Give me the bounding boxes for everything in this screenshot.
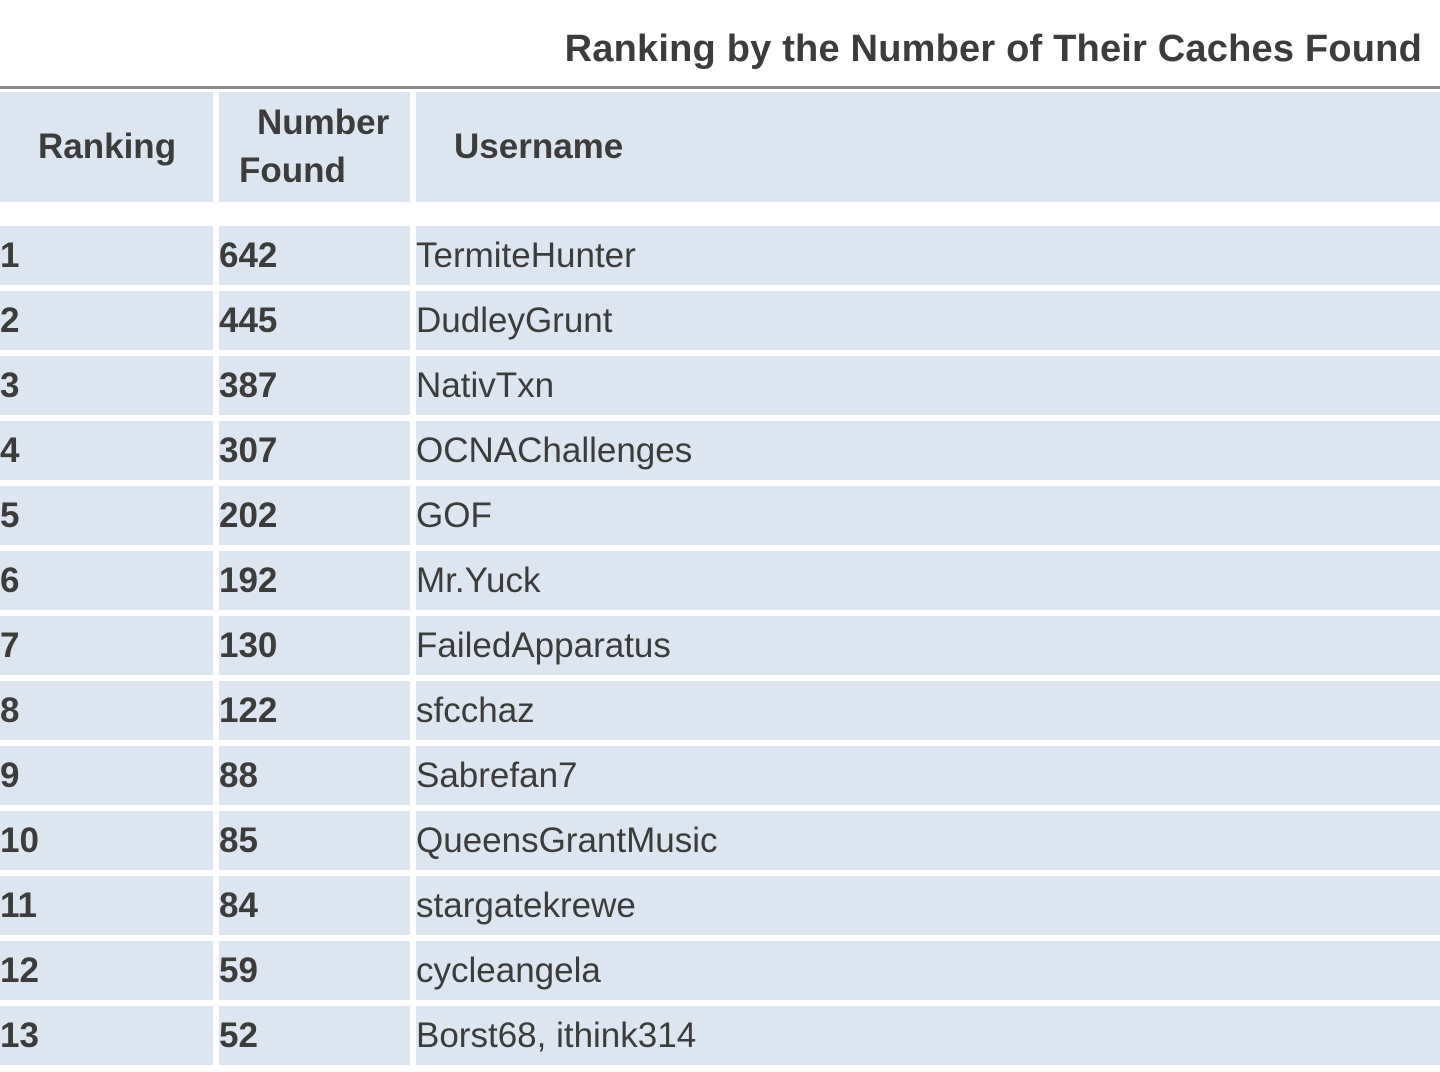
number-found-cell: 84 xyxy=(213,876,410,941)
number-found-cell: 122 xyxy=(213,681,410,746)
table-row: 13 52 Borst68, ithink314 xyxy=(0,1006,1440,1065)
username-cell: DudleyGrunt xyxy=(410,291,1440,356)
table-body: 1 642 TermiteHunter 2 445 DudleyGrunt 3 387 Nati… xyxy=(0,202,1440,1065)
table-row: 12 59 cycleangela xyxy=(0,941,1440,1006)
table-row: 11 84 stargatekrewe xyxy=(0,876,1440,941)
username-cell: TermiteHunter xyxy=(410,226,1440,291)
ranking-cell: 12 xyxy=(0,941,213,1006)
column-header-username: Username xyxy=(410,92,1440,202)
number-found-cell: 130 xyxy=(213,616,410,681)
ranking-cell: 6 xyxy=(0,551,213,616)
table-row: 8 122 sfcchaz xyxy=(0,681,1440,746)
table-row: 9 88 Sabrefan7 xyxy=(0,746,1440,811)
ranking-cell: 8 xyxy=(0,681,213,746)
username-cell: Borst68, ithink314 xyxy=(410,1006,1440,1065)
table-row: 10 85 QueensGrantMusic xyxy=(0,811,1440,876)
ranking-cell: 11 xyxy=(0,876,213,941)
page-title: Ranking by the Number of Their Caches Fo… xyxy=(564,28,1422,70)
number-found-cell: 642 xyxy=(213,226,410,291)
number-found-cell: 445 xyxy=(213,291,410,356)
username-cell: stargatekrewe xyxy=(410,876,1440,941)
table-row: 3 387 NativTxn xyxy=(0,356,1440,421)
table-row: 4 307 OCNAChallenges xyxy=(0,421,1440,486)
username-cell: Sabrefan7 xyxy=(410,746,1440,811)
username-cell: cycleangela xyxy=(410,941,1440,1006)
username-cell: OCNAChallenges xyxy=(410,421,1440,486)
number-found-cell: 192 xyxy=(213,551,410,616)
table-row: 6 192 Mr.Yuck xyxy=(0,551,1440,616)
username-cell: QueensGrantMusic xyxy=(410,811,1440,876)
number-found-cell: 85 xyxy=(213,811,410,876)
username-cell: NativTxn xyxy=(410,356,1440,421)
table-header-row: Ranking Number Found Username xyxy=(0,92,1440,202)
table-row: 7 130 FailedApparatus xyxy=(0,616,1440,681)
username-cell: GOF xyxy=(410,486,1440,551)
number-found-cell: 59 xyxy=(213,941,410,1006)
header-spacer xyxy=(0,202,1440,226)
column-header-number-found-line1: Number xyxy=(257,103,390,142)
number-found-cell: 202 xyxy=(213,486,410,551)
table-row: 1 642 TermiteHunter xyxy=(0,226,1440,291)
username-cell: sfcchaz xyxy=(410,681,1440,746)
ranking-table: Ranking Number Found Username 1 642 Termit… xyxy=(0,92,1440,1065)
ranking-cell: 9 xyxy=(0,746,213,811)
column-header-number-found-line2: Found xyxy=(239,151,346,190)
ranking-cell: 3 xyxy=(0,356,213,421)
ranking-cell: 10 xyxy=(0,811,213,876)
title-divider xyxy=(0,86,1440,89)
table-row: 5 202 GOF xyxy=(0,486,1440,551)
table-row: 2 445 DudleyGrunt xyxy=(0,291,1440,356)
ranking-cell: 1 xyxy=(0,226,213,291)
ranking-cell: 13 xyxy=(0,1006,213,1065)
ranking-cell: 5 xyxy=(0,486,213,551)
column-header-ranking: Ranking xyxy=(0,92,213,202)
ranking-cell: 2 xyxy=(0,291,213,356)
username-cell: FailedApparatus xyxy=(410,616,1440,681)
number-found-cell: 307 xyxy=(213,421,410,486)
column-header-number-found: Number Found xyxy=(213,92,410,202)
number-found-cell: 52 xyxy=(213,1006,410,1065)
number-found-cell: 387 xyxy=(213,356,410,421)
ranking-cell: 4 xyxy=(0,421,213,486)
number-found-cell: 88 xyxy=(213,746,410,811)
ranking-cell: 7 xyxy=(0,616,213,681)
username-cell: Mr.Yuck xyxy=(410,551,1440,616)
header-spacer-cell xyxy=(0,202,1440,226)
